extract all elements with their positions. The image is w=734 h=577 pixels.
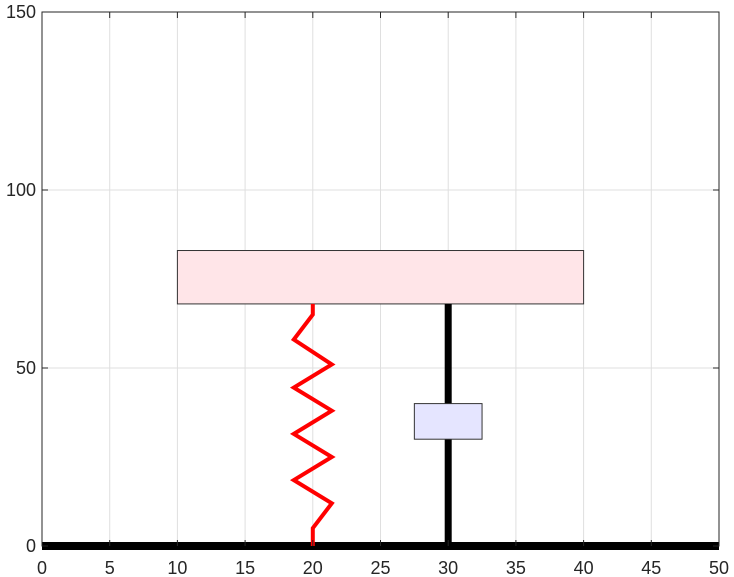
mass-block (176, 250, 585, 305)
x-tick-label: 35 (506, 558, 526, 577)
y-tick-label: 100 (6, 180, 36, 200)
x-tick-label: 30 (438, 558, 458, 577)
x-tick-label: 15 (235, 558, 255, 577)
x-tick-label: 45 (641, 558, 661, 577)
y-tick-label: 0 (26, 536, 36, 556)
x-tick-label: 10 (167, 558, 187, 577)
spring-coil (289, 303, 336, 546)
x-tick-label: 40 (574, 558, 594, 577)
damper (413, 303, 483, 546)
x-tick-label: 50 (709, 558, 729, 577)
x-tick-label: 0 (37, 558, 47, 577)
y-tick-label: 50 (16, 358, 36, 378)
spring (289, 303, 336, 546)
damper-piston (413, 403, 483, 440)
x-tick-label: 25 (370, 558, 390, 577)
x-axis-ticks: 0 5 10 15 20 25 30 35 40 45 50 (37, 12, 729, 577)
x-tick-label: 20 (303, 558, 323, 577)
y-axis-ticks: 0 50 100 150 (6, 2, 719, 556)
mass-rectangle (176, 250, 585, 305)
y-tick-label: 150 (6, 2, 36, 22)
x-tick-label: 5 (105, 558, 115, 577)
